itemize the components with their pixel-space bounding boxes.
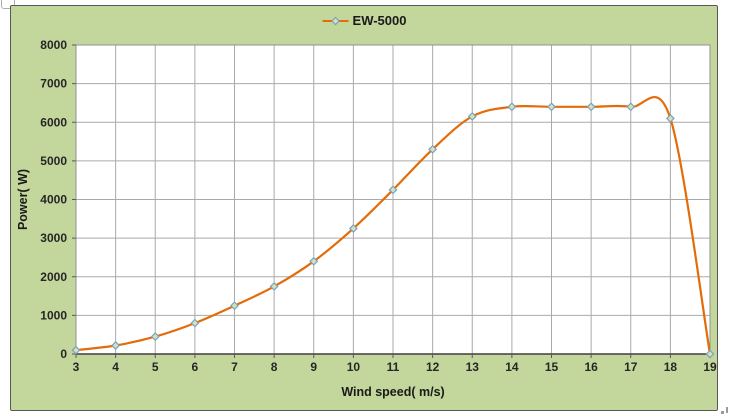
x-tick-label: 16 bbox=[584, 360, 598, 374]
x-tick-label: 6 bbox=[192, 360, 199, 374]
y-tick-label: 6000 bbox=[40, 115, 67, 129]
screen-artifact bbox=[726, 407, 728, 413]
chart-legend[interactable]: EW-5000 bbox=[322, 13, 407, 28]
data-point-marker[interactable] bbox=[547, 102, 556, 112]
x-tick-label: 12 bbox=[426, 360, 440, 374]
selection-handle-artifact bbox=[1, 0, 15, 9]
x-tick-label: 19 bbox=[703, 360, 717, 374]
x-tick-label: 7 bbox=[231, 360, 238, 374]
x-tick-label: 14 bbox=[505, 360, 519, 374]
x-tick-label: 13 bbox=[466, 360, 480, 374]
chart-area[interactable]: 3 4 5 6 7 8 9 10 11 12 13 14 15 16 17 18 19 0 1000 2000 3000… bbox=[10, 5, 718, 411]
y-tick-label: 0 bbox=[60, 347, 67, 361]
x-tick-label: 17 bbox=[624, 360, 638, 374]
data-point-marker[interactable] bbox=[150, 332, 160, 342]
data-point-marker[interactable] bbox=[269, 281, 279, 291]
legend-marker-icon bbox=[322, 16, 349, 25]
x-tick-label: 15 bbox=[545, 360, 559, 374]
data-point-marker[interactable] bbox=[190, 318, 200, 328]
data-point-marker[interactable] bbox=[428, 144, 438, 154]
y-tick-label: 3000 bbox=[40, 231, 67, 245]
x-tick-label: 10 bbox=[347, 360, 361, 374]
data-point-marker[interactable] bbox=[705, 349, 715, 359]
x-tick-label: 5 bbox=[152, 360, 159, 374]
y-tick-label: 4000 bbox=[40, 193, 67, 207]
y-tick-label: 8000 bbox=[40, 38, 67, 52]
power-curve-chart: 3 4 5 6 7 8 9 10 11 12 13 14 15 16 17 18 19 0 1000 2000 3000… bbox=[16, 38, 717, 399]
data-point-marker[interactable] bbox=[348, 224, 358, 233]
x-tick-label: 18 bbox=[664, 360, 678, 374]
data-point-marker[interactable] bbox=[507, 102, 517, 112]
y-tick-label: 2000 bbox=[40, 270, 67, 284]
x-tick-label: 9 bbox=[310, 360, 317, 374]
data-point-marker[interactable] bbox=[626, 102, 636, 112]
x-tick-label: 3 bbox=[73, 360, 80, 374]
y-tick-label: 5000 bbox=[40, 154, 67, 168]
data-point-marker[interactable] bbox=[230, 301, 239, 311]
screen-artifact bbox=[721, 411, 724, 414]
data-point-marker[interactable] bbox=[586, 102, 596, 112]
y-tick-label: 7000 bbox=[40, 77, 67, 91]
data-point-marker[interactable] bbox=[467, 112, 477, 121]
data-point-marker[interactable] bbox=[71, 345, 81, 355]
legend-series-label: EW-5000 bbox=[352, 13, 407, 28]
x-tick-label: 8 bbox=[271, 360, 278, 374]
y-axis-title: Power( W) bbox=[16, 169, 30, 230]
x-tick-label: 11 bbox=[387, 360, 400, 374]
data-point-marker[interactable] bbox=[388, 185, 398, 195]
data-point-marker[interactable] bbox=[309, 256, 319, 266]
data-point-marker[interactable] bbox=[111, 341, 121, 350]
x-axis-title: Wind speed( m/s) bbox=[341, 385, 444, 399]
data-point-marker[interactable] bbox=[665, 113, 675, 123]
y-tick-label: 1000 bbox=[40, 308, 67, 322]
x-tick-label: 4 bbox=[112, 360, 119, 374]
